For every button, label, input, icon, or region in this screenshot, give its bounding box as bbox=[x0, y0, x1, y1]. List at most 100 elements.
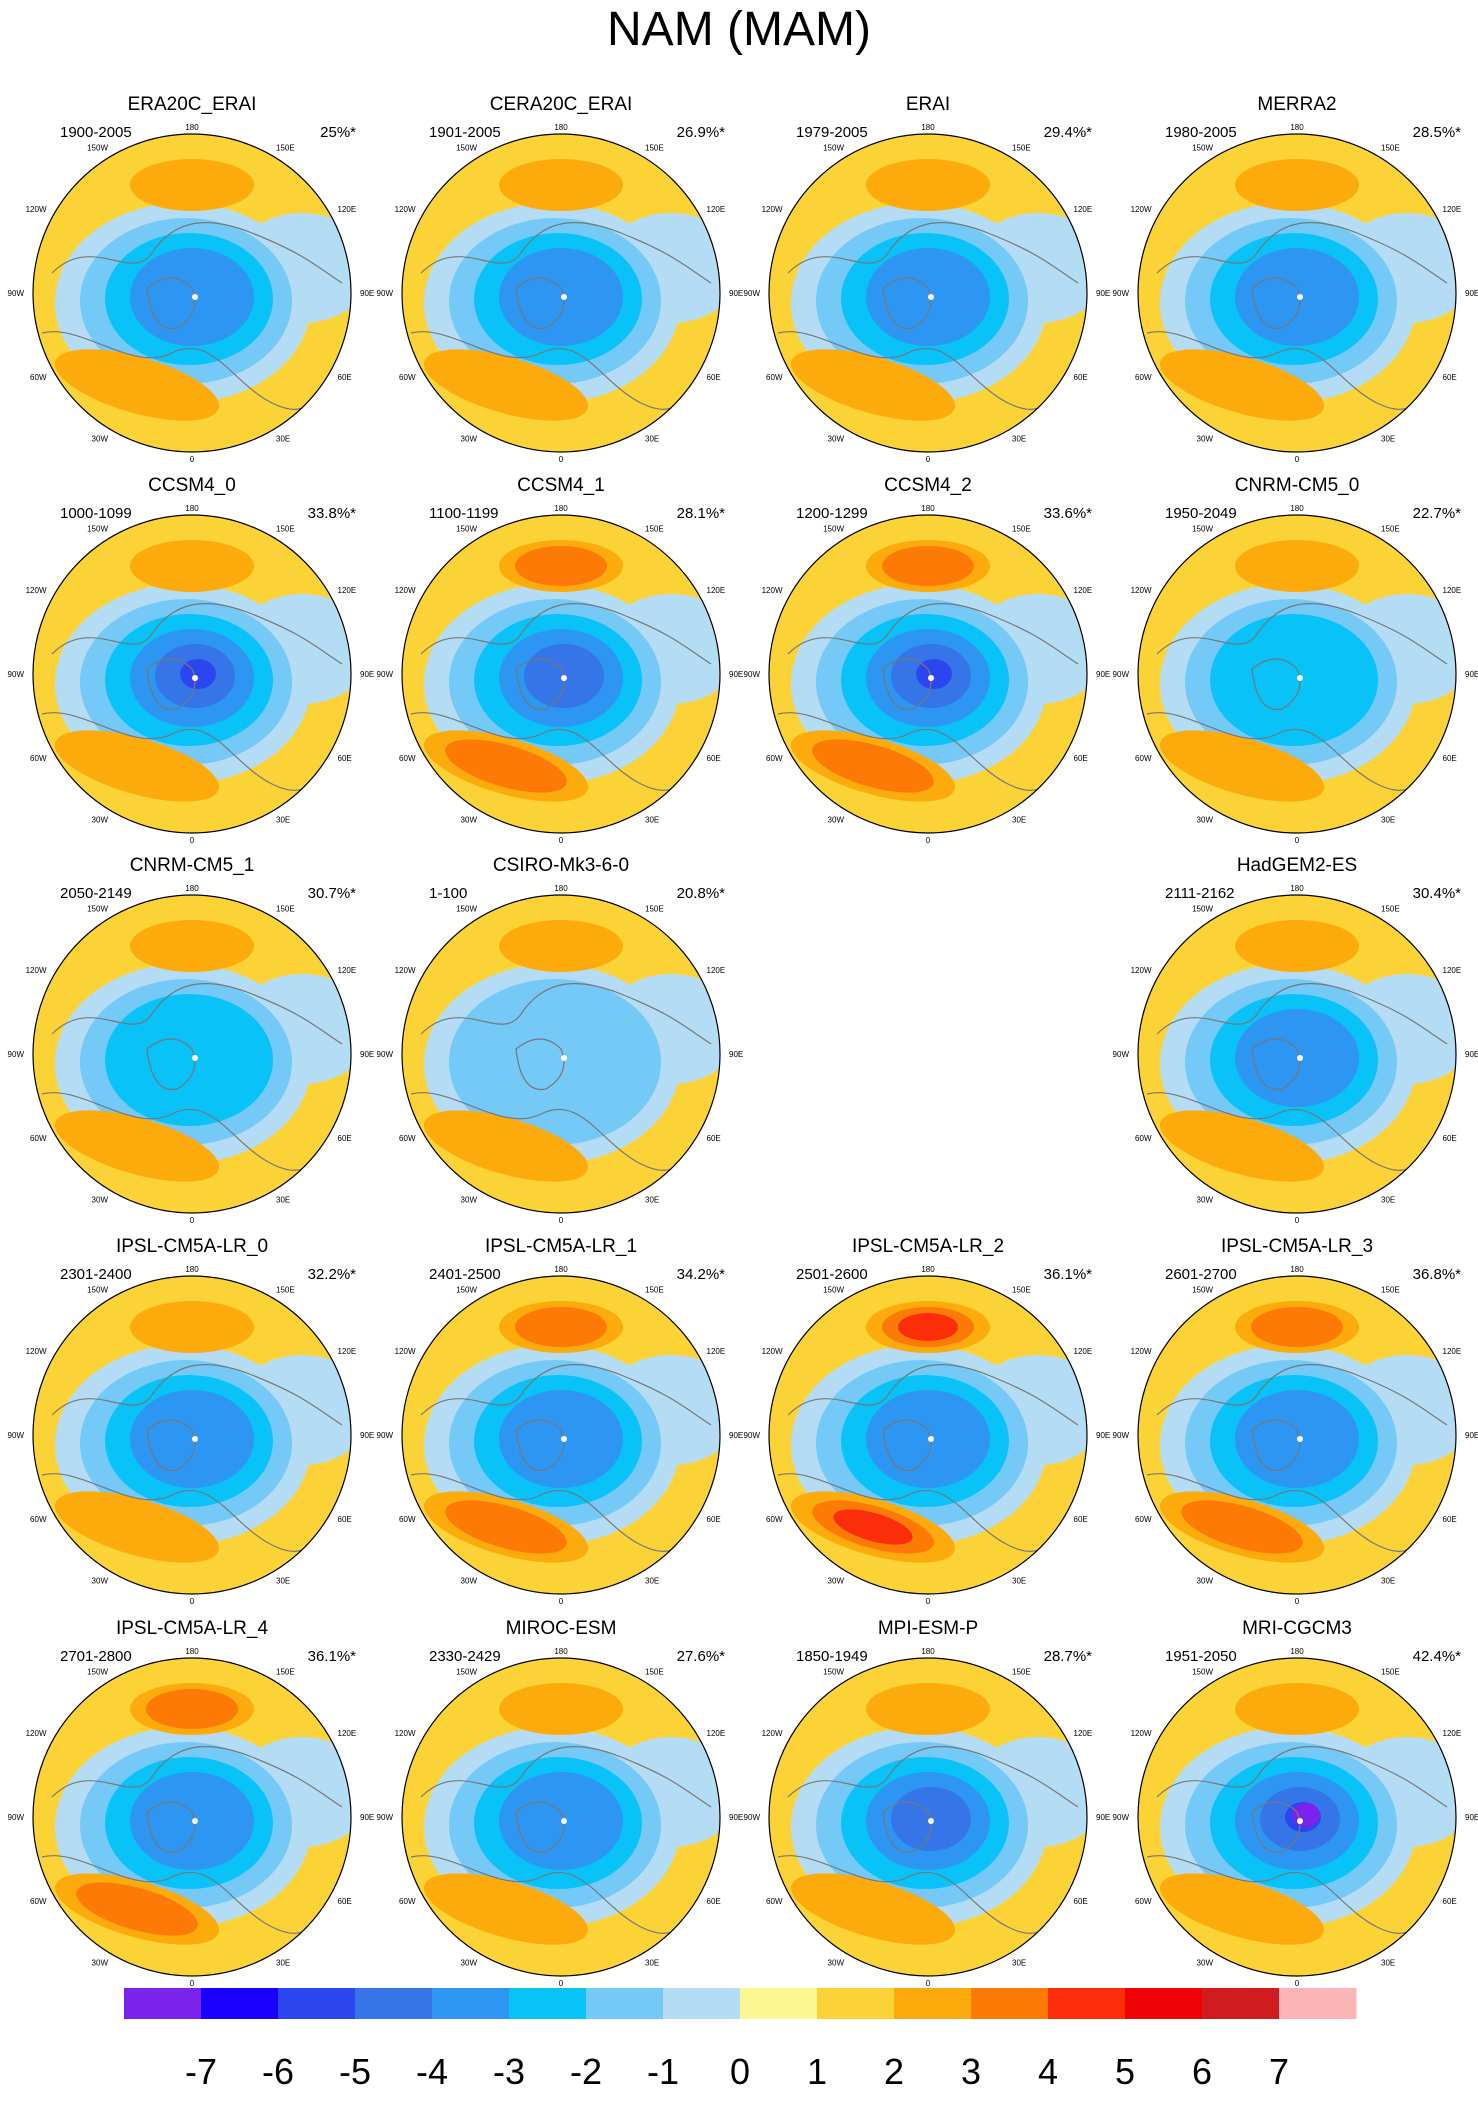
longitude-label: 60E bbox=[1074, 754, 1088, 763]
longitude-label: 30E bbox=[645, 816, 659, 825]
longitude-label: 30E bbox=[1381, 816, 1395, 825]
contour-field bbox=[1138, 515, 1456, 833]
map-panel: 180 150E 120E 90E 60E 30E 0 30W 60W 90W 120W 150W MP… bbox=[744, 1618, 1111, 1998]
coastline-greenland bbox=[146, 1801, 196, 1854]
longitude-label: 120W bbox=[26, 205, 47, 214]
longitude-label: 0 bbox=[559, 836, 564, 845]
panel-title: IPSL-CM5A-LR_2 bbox=[851, 1236, 1005, 1257]
coastline-greenland bbox=[515, 1419, 565, 1472]
longitude-label: 90E bbox=[1096, 1431, 1110, 1440]
panel-title: IPSL-CM5A-LR_0 bbox=[115, 1236, 269, 1257]
longitude-label: 30W bbox=[461, 816, 478, 825]
map-boundary bbox=[768, 514, 1088, 834]
panel-percent: 29.4%* bbox=[1043, 124, 1092, 141]
pole-marker bbox=[192, 1818, 198, 1824]
longitude-label: 60E bbox=[1443, 1515, 1457, 1524]
pacific-contour-level-3 bbox=[146, 1689, 238, 1729]
longitude-label: 150E bbox=[1381, 1286, 1400, 1295]
colorbar-svg: -7 -6 -5 -4 -3 -2 -1 0 1 2 3 4 5 6 7 bbox=[124, 1988, 1357, 2092]
longitude-label: 150W bbox=[1192, 525, 1213, 534]
atlantic-contour-level-4 bbox=[833, 1509, 913, 1545]
longitude-label: 60W bbox=[766, 1897, 783, 1906]
panel-title: IPSL-CM5A-LR_3 bbox=[1220, 1236, 1374, 1257]
atlantic-contour-level-2 bbox=[1159, 730, 1325, 802]
longitude-label: 150E bbox=[276, 144, 295, 153]
map-panel: 180 150E 120E 90E 60E 30E 0 30W 60W 90W 120W 150W IP… bbox=[1113, 1236, 1478, 1616]
coastline-north bbox=[420, 983, 712, 1045]
longitude-label: 60W bbox=[1135, 1897, 1152, 1906]
contour-field bbox=[33, 1658, 351, 1976]
longitude-label: 120E bbox=[1443, 205, 1462, 214]
longitude-label: 120W bbox=[395, 966, 416, 975]
atlantic-contour-level-2 bbox=[54, 349, 220, 421]
longitude-label: 150W bbox=[456, 1286, 477, 1295]
panel-period: 1901-2005 bbox=[429, 124, 501, 141]
coastline-greenland bbox=[146, 277, 196, 330]
longitude-label: 0 bbox=[559, 1979, 564, 1988]
pole-marker bbox=[561, 294, 567, 300]
longitude-label: 60W bbox=[1135, 1515, 1152, 1524]
atlantic-contour-level-2 bbox=[54, 1491, 220, 1563]
panel-period: 1950-2049 bbox=[1165, 505, 1237, 522]
pacific-contour-level-4 bbox=[898, 1313, 958, 1341]
longitude-label: 30E bbox=[276, 1577, 290, 1586]
longitude-label: 90W bbox=[377, 670, 394, 679]
polar-map: 180 150E 120E 90E 60E 30E 0 30W 60W 90W 120W 150W bbox=[1113, 884, 1478, 1225]
polar-map: 180 150E 120E 90E 60E 30E 0 30W 60W 90W 120W 150W bbox=[8, 1265, 375, 1606]
longitude-label: 60E bbox=[1074, 1515, 1088, 1524]
map-panel: 180 150E 120E 90E 60E 30E 0 30W 60W 90W 120W 150W IP… bbox=[377, 1236, 744, 1616]
coastline-greenland bbox=[1251, 1038, 1301, 1091]
pacific-contour-level-2 bbox=[499, 1683, 623, 1735]
longitude-label: 0 bbox=[1295, 1979, 1300, 1988]
panel-percent: 32.2%* bbox=[307, 1266, 356, 1283]
longitude-label: 30W bbox=[1197, 1196, 1214, 1205]
longitude-label: 60W bbox=[30, 754, 47, 763]
coastline-greenland bbox=[882, 658, 932, 711]
map-boundary bbox=[401, 1657, 721, 1977]
longitude-label: 120W bbox=[1131, 1729, 1152, 1738]
panel-period: 2301-2400 bbox=[60, 1266, 132, 1283]
coastline-greenland bbox=[882, 1419, 932, 1472]
longitude-label: 30E bbox=[276, 435, 290, 444]
map-panel: 180 150E 120E 90E 60E 30E 0 30W 60W 90W 120W 150W Ha… bbox=[1113, 855, 1478, 1235]
longitude-label: 150E bbox=[645, 1668, 664, 1677]
pacific-contour-level-3 bbox=[1251, 1307, 1343, 1347]
longitude-label: 30E bbox=[1012, 816, 1026, 825]
atlantic-contour-level-3 bbox=[445, 1500, 567, 1554]
coastline-greenland bbox=[515, 277, 565, 330]
map-boundary bbox=[768, 133, 1088, 453]
longitude-label: 180 bbox=[1290, 1647, 1304, 1656]
longitude-label: 150E bbox=[1012, 1668, 1031, 1677]
pole-marker bbox=[1297, 1055, 1303, 1061]
longitude-label: 120E bbox=[707, 586, 726, 595]
contour-field bbox=[769, 134, 1087, 452]
panel-title: IPSL-CM5A-LR_4 bbox=[115, 1618, 269, 1639]
colorbar-label: 2 bbox=[884, 2051, 904, 2092]
longitude-label: 180 bbox=[185, 1647, 199, 1656]
colorbar-segment bbox=[894, 1988, 972, 2019]
longitude-label: 90W bbox=[1113, 1431, 1130, 1440]
longitude-label: 120W bbox=[1131, 586, 1152, 595]
colorbar-segment bbox=[586, 1988, 664, 2019]
longitude-label: 30E bbox=[645, 1196, 659, 1205]
longitude-label: 30W bbox=[828, 816, 845, 825]
pole-marker bbox=[192, 294, 198, 300]
panel-period: 1900-2005 bbox=[60, 124, 132, 141]
pole-marker bbox=[1297, 1436, 1303, 1442]
longitude-label: 30W bbox=[1197, 1959, 1214, 1968]
longitude-label: 180 bbox=[554, 1647, 568, 1656]
longitude-label: 0 bbox=[926, 455, 931, 464]
longitude-label: 180 bbox=[921, 504, 935, 513]
pole-marker bbox=[192, 675, 198, 681]
longitude-label: 120E bbox=[338, 966, 357, 975]
longitude-label: 150W bbox=[823, 1668, 844, 1677]
longitude-label: 60E bbox=[707, 1134, 721, 1143]
longitude-label: 30E bbox=[645, 1577, 659, 1586]
longitude-label: 150W bbox=[456, 1668, 477, 1677]
longitude-label: 30E bbox=[1012, 1577, 1026, 1586]
longitude-label: 90W bbox=[8, 1050, 25, 1059]
coastline-greenland bbox=[146, 1419, 196, 1472]
contour-field bbox=[769, 515, 1087, 833]
longitude-label: 150W bbox=[1192, 144, 1213, 153]
panel-title: CNRM-CM5_0 bbox=[1234, 475, 1360, 496]
